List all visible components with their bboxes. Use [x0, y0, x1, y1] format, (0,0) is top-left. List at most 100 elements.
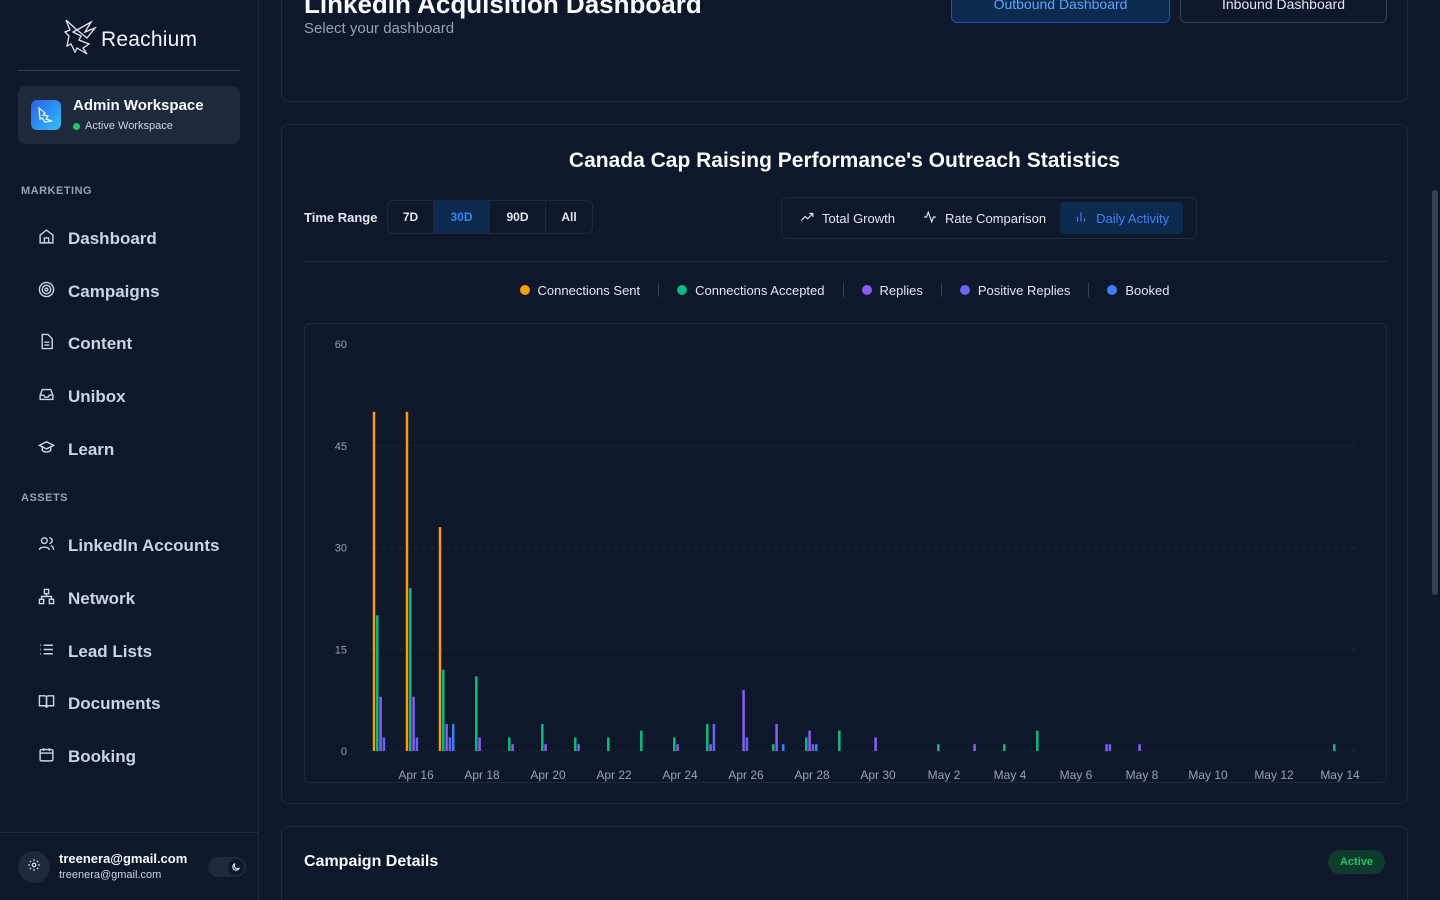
bar-replies[interactable] [775, 723, 778, 751]
legend-item-replies[interactable]: Replies [844, 283, 942, 298]
legend-item-positive-replies[interactable]: Positive Replies [942, 283, 1090, 298]
total-growth-tab[interactable]: Total Growth [786, 202, 909, 234]
range-all-button[interactable]: All [561, 210, 577, 224]
x-tick-label: May 6 [1060, 768, 1093, 782]
sidebar-item-learn[interactable]: Learn [37, 439, 114, 461]
bar-connections-accepted[interactable] [541, 723, 544, 751]
bar-connections-accepted[interactable] [673, 737, 676, 751]
y-tick-label: 45 [335, 441, 347, 453]
legend-item-connections-accepted[interactable]: Connections Accepted [659, 283, 844, 298]
outbound-dashboard-button[interactable]: Outbound Dashboard [951, 0, 1170, 23]
app-name: Reachium [101, 27, 198, 51]
sidebar-item-label: Unibox [68, 387, 126, 406]
legend-dot [519, 285, 530, 295]
bar-connections-accepted[interactable] [376, 615, 379, 751]
legend-label: Connections Sent [537, 282, 641, 298]
bar-positive-replies[interactable] [745, 737, 749, 751]
scrollbar[interactable] [1432, 190, 1438, 595]
header-card: LinkedIn Acquisition Dashboard Select yo… [281, 0, 1408, 102]
bar-positive-replies[interactable] [811, 744, 815, 751]
sidebar-item-label: LinkedIn Accounts [68, 536, 220, 555]
inbound-dashboard-button[interactable]: Inbound Dashboard [1180, 0, 1387, 23]
bar-connections-accepted[interactable] [838, 730, 841, 751]
bar-booked[interactable] [781, 744, 785, 751]
activity-icon [923, 210, 937, 227]
bar-replies[interactable] [973, 744, 976, 751]
sidebar-item-booking[interactable]: Booking [38, 746, 136, 768]
range-30d-button[interactable]: 30D [434, 201, 490, 233]
sidebar-item-network[interactable]: Network [38, 588, 135, 610]
bar-replies[interactable] [1138, 744, 1141, 751]
bar-connections-sent[interactable] [405, 411, 409, 751]
bar-replies[interactable] [445, 723, 448, 751]
bar-connections-accepted[interactable] [805, 737, 808, 751]
bar-replies[interactable] [544, 744, 547, 751]
bar-replies[interactable] [742, 689, 745, 751]
bar-positive-replies[interactable] [415, 737, 419, 751]
bar-connections-accepted[interactable] [442, 669, 445, 751]
book-icon [38, 693, 55, 715]
total-growth-label: Total Growth [822, 210, 895, 226]
legend-dot [959, 285, 970, 295]
bar-booked[interactable] [451, 723, 455, 751]
bar-connections-accepted[interactable] [706, 723, 709, 751]
sidebar-item-lead-lists[interactable]: Lead Lists [38, 641, 152, 663]
daily-activity-tab[interactable]: Daily Activity [1060, 202, 1184, 234]
rate-comparison-tab[interactable]: Rate Comparison [909, 202, 1060, 234]
bar-connections-sent[interactable] [372, 411, 376, 751]
sidebar-item-linkedin-accounts[interactable]: LinkedIn Accounts [38, 535, 219, 557]
bar-positive-replies[interactable] [448, 737, 452, 751]
workspace-logo-icon [31, 100, 61, 130]
sidebar-item-content[interactable]: Content [38, 333, 132, 355]
sidebar-item-unibox[interactable]: Unibox [38, 386, 126, 408]
chart-legend: Connections Sent Connections Accepted Re… [282, 282, 1407, 298]
legend-item-booked[interactable]: Booked [1089, 283, 1187, 298]
bar-connections-accepted[interactable] [1003, 744, 1006, 751]
bar-connections-accepted[interactable] [1036, 730, 1039, 751]
bar-replies[interactable] [1105, 744, 1108, 751]
x-tick-label: May 12 [1254, 768, 1294, 782]
range-7d-button[interactable]: 7D [388, 201, 434, 233]
chart-view-selector: Total Growth Rate Comparison Daily Activ… [781, 197, 1197, 239]
bar-replies[interactable] [874, 737, 877, 751]
sidebar-item-documents[interactable]: Documents [38, 693, 161, 715]
bar-positive-replies[interactable] [382, 737, 386, 751]
bar-connections-accepted[interactable] [1333, 744, 1336, 751]
legend-item-connections-sent[interactable]: Connections Sent [502, 282, 660, 298]
bar-connections-accepted[interactable] [937, 744, 940, 751]
bar-connections-accepted[interactable] [772, 744, 775, 751]
bar-connections-accepted[interactable] [574, 737, 577, 751]
bar-replies[interactable] [709, 744, 712, 751]
bar-connections-accepted[interactable] [640, 730, 643, 751]
inbox-icon [38, 386, 55, 408]
sidebar-item-dashboard[interactable]: Dashboard [38, 228, 157, 250]
bar-replies[interactable] [577, 744, 580, 751]
x-tick-label: Apr 28 [794, 768, 830, 782]
bar-replies[interactable] [412, 696, 415, 751]
bar-positive-replies[interactable] [712, 723, 716, 751]
bar-positive-replies[interactable] [1108, 744, 1112, 751]
logo[interactable]: Reachium [63, 18, 197, 61]
bar-connections-accepted[interactable] [508, 737, 511, 751]
bar-replies[interactable] [808, 730, 811, 751]
range-90d-button[interactable]: 90D [490, 201, 546, 233]
workspace-switcher[interactable]: Admin Workspace Active Workspace [18, 86, 240, 144]
calendar-icon [38, 746, 55, 768]
sidebar-item-label: Lead Lists [68, 642, 153, 661]
bar-replies[interactable] [511, 744, 514, 751]
x-tick-label: May 14 [1320, 768, 1360, 782]
bar-replies[interactable] [478, 737, 481, 751]
time-range-label: Time Range [304, 210, 378, 225]
bar-connections-sent[interactable] [438, 527, 442, 751]
bar-connections-accepted[interactable] [607, 737, 610, 751]
gear-icon [27, 858, 41, 877]
theme-toggle[interactable] [208, 857, 246, 877]
settings-button[interactable] [18, 851, 50, 883]
sidebar-item-campaigns[interactable]: Campaigns [38, 281, 160, 303]
bar-connections-accepted[interactable] [409, 588, 412, 751]
graduation-cap-icon [37, 439, 56, 461]
bar-replies[interactable] [676, 744, 679, 751]
bar-connections-accepted[interactable] [475, 676, 478, 751]
bar-booked[interactable] [814, 744, 818, 751]
bar-replies[interactable] [379, 696, 382, 751]
